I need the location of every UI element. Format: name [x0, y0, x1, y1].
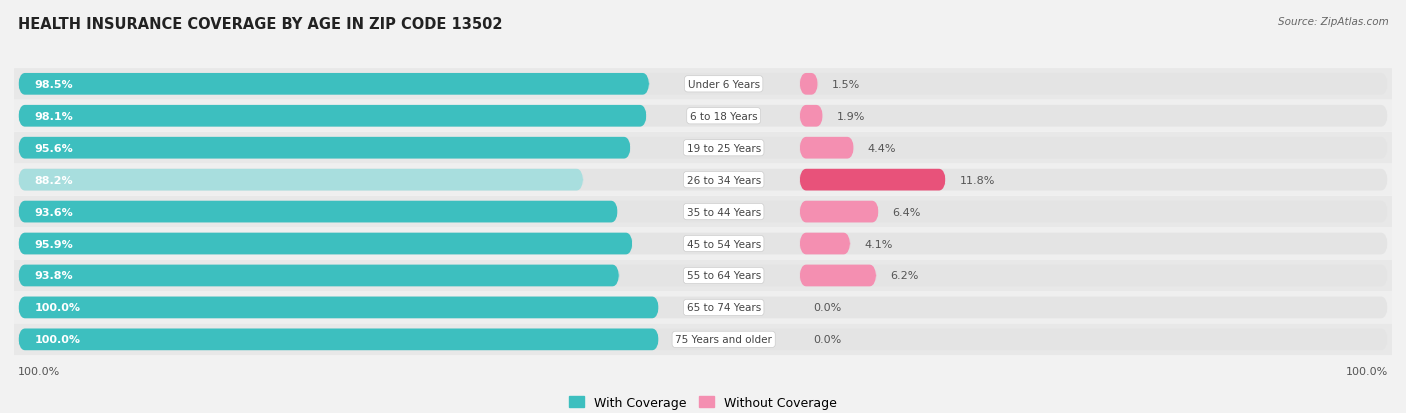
Text: 75 Years and older: 75 Years and older: [675, 335, 772, 344]
FancyBboxPatch shape: [18, 106, 1388, 127]
Text: 0.0%: 0.0%: [813, 303, 841, 313]
FancyBboxPatch shape: [800, 201, 879, 223]
Text: Source: ZipAtlas.com: Source: ZipAtlas.com: [1278, 17, 1389, 26]
FancyBboxPatch shape: [18, 297, 659, 318]
Text: 88.2%: 88.2%: [35, 175, 73, 185]
FancyBboxPatch shape: [800, 233, 851, 255]
FancyBboxPatch shape: [18, 201, 1388, 223]
FancyBboxPatch shape: [14, 165, 1392, 196]
Legend: With Coverage, Without Coverage: With Coverage, Without Coverage: [564, 391, 842, 413]
Text: 93.6%: 93.6%: [35, 207, 73, 217]
FancyBboxPatch shape: [18, 74, 1388, 95]
FancyBboxPatch shape: [18, 297, 1388, 318]
FancyBboxPatch shape: [800, 138, 853, 159]
Text: 6.4%: 6.4%: [893, 207, 921, 217]
FancyBboxPatch shape: [18, 169, 583, 191]
FancyBboxPatch shape: [800, 169, 946, 191]
Text: 6 to 18 Years: 6 to 18 Years: [690, 112, 758, 121]
Text: 6.2%: 6.2%: [890, 271, 918, 281]
FancyBboxPatch shape: [800, 265, 876, 287]
FancyBboxPatch shape: [18, 74, 650, 95]
Text: 4.1%: 4.1%: [865, 239, 893, 249]
FancyBboxPatch shape: [18, 265, 1388, 287]
FancyBboxPatch shape: [14, 101, 1392, 132]
Text: 100.0%: 100.0%: [1346, 366, 1388, 376]
FancyBboxPatch shape: [14, 228, 1392, 259]
Text: 19 to 25 Years: 19 to 25 Years: [686, 143, 761, 153]
Text: 26 to 34 Years: 26 to 34 Years: [686, 175, 761, 185]
FancyBboxPatch shape: [800, 74, 818, 95]
Text: 98.5%: 98.5%: [35, 80, 73, 90]
FancyBboxPatch shape: [18, 233, 633, 255]
Text: 65 to 74 Years: 65 to 74 Years: [686, 303, 761, 313]
Text: 93.8%: 93.8%: [35, 271, 73, 281]
FancyBboxPatch shape: [14, 260, 1392, 292]
Text: 35 to 44 Years: 35 to 44 Years: [686, 207, 761, 217]
FancyBboxPatch shape: [18, 138, 1388, 159]
Text: HEALTH INSURANCE COVERAGE BY AGE IN ZIP CODE 13502: HEALTH INSURANCE COVERAGE BY AGE IN ZIP …: [18, 17, 503, 31]
Text: 100.0%: 100.0%: [35, 303, 80, 313]
FancyBboxPatch shape: [18, 329, 659, 350]
Text: 1.5%: 1.5%: [832, 80, 860, 90]
FancyBboxPatch shape: [18, 233, 1388, 255]
Text: 100.0%: 100.0%: [18, 366, 60, 376]
Text: 100.0%: 100.0%: [35, 335, 80, 344]
Text: 45 to 54 Years: 45 to 54 Years: [686, 239, 761, 249]
Text: 11.8%: 11.8%: [959, 175, 995, 185]
FancyBboxPatch shape: [18, 265, 619, 287]
FancyBboxPatch shape: [14, 197, 1392, 228]
Text: 4.4%: 4.4%: [868, 143, 896, 153]
FancyBboxPatch shape: [14, 69, 1392, 100]
Text: 95.6%: 95.6%: [35, 143, 73, 153]
FancyBboxPatch shape: [18, 169, 1388, 191]
Text: 0.0%: 0.0%: [813, 335, 841, 344]
FancyBboxPatch shape: [18, 106, 647, 127]
Text: Under 6 Years: Under 6 Years: [688, 80, 759, 90]
FancyBboxPatch shape: [800, 106, 823, 127]
FancyBboxPatch shape: [18, 201, 617, 223]
Text: 95.9%: 95.9%: [35, 239, 73, 249]
FancyBboxPatch shape: [14, 324, 1392, 355]
Text: 1.9%: 1.9%: [837, 112, 865, 121]
FancyBboxPatch shape: [18, 329, 1388, 350]
FancyBboxPatch shape: [14, 292, 1392, 323]
FancyBboxPatch shape: [18, 138, 631, 159]
Text: 98.1%: 98.1%: [35, 112, 73, 121]
FancyBboxPatch shape: [14, 133, 1392, 164]
Text: 55 to 64 Years: 55 to 64 Years: [686, 271, 761, 281]
